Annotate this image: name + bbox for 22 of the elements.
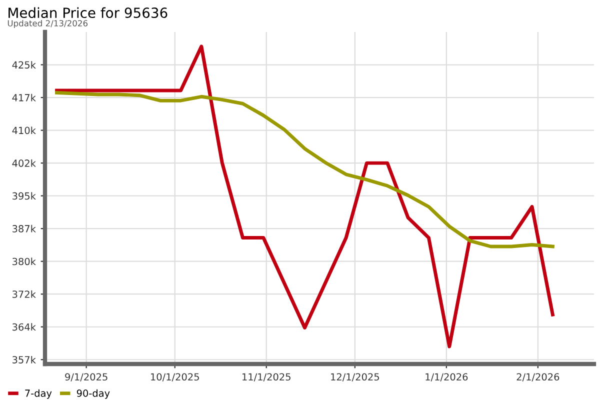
chart-subtitle: Updated 2/13/2026 (8, 20, 88, 28)
x-tick-label: 11/1/2025 (242, 373, 290, 382)
chart-title: Median Price for 95636 (8, 7, 168, 18)
x-tick-label: 10/1/2025 (151, 373, 199, 382)
line-series (55, 44, 554, 348)
y-tick-label: 410k (12, 126, 36, 134)
y-tick-label: 402k (12, 159, 36, 167)
x-tick-label: 2/1/2026 (516, 373, 560, 382)
x-tick-label: 9/1/2025 (65, 373, 108, 382)
legend-label: 7-day (25, 389, 52, 399)
y-tick-label: 395k (12, 192, 36, 200)
y-tick-label: 387k (12, 224, 36, 232)
y-tick-label: 425k (12, 61, 36, 69)
y-tick-label: 357k (12, 356, 36, 364)
line-series (55, 90, 554, 248)
y-tick-label: 380k (12, 258, 36, 266)
y-tick-label: 372k (12, 290, 36, 298)
x-tick-label: 12/1/2025 (331, 373, 379, 382)
legend-label: 90-day (76, 389, 110, 399)
y-tick-label: 364k (12, 323, 36, 331)
y-tick-label: 417k (12, 94, 36, 102)
x-tick-label: 1/1/2026 (426, 373, 468, 382)
